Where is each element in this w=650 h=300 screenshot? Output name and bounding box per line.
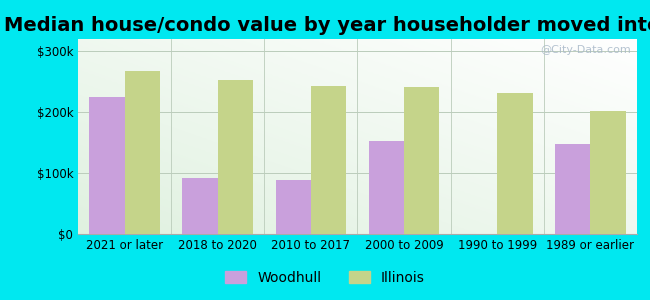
Bar (497, 93, 532, 234)
Bar (276, 180, 311, 234)
Bar (555, 144, 590, 234)
Bar (404, 86, 439, 234)
Bar (369, 141, 404, 234)
Title: Median house/condo value by year householder moved into unit: Median house/condo value by year househo… (4, 16, 650, 35)
Text: @City-Data.com: @City-Data.com (541, 45, 631, 55)
Bar (311, 86, 346, 234)
Legend: Woodhull, Illinois: Woodhull, Illinois (220, 265, 430, 290)
Bar (183, 178, 218, 234)
Bar (590, 111, 626, 234)
Bar (218, 80, 253, 234)
Bar (89, 97, 125, 234)
Bar (125, 71, 160, 234)
